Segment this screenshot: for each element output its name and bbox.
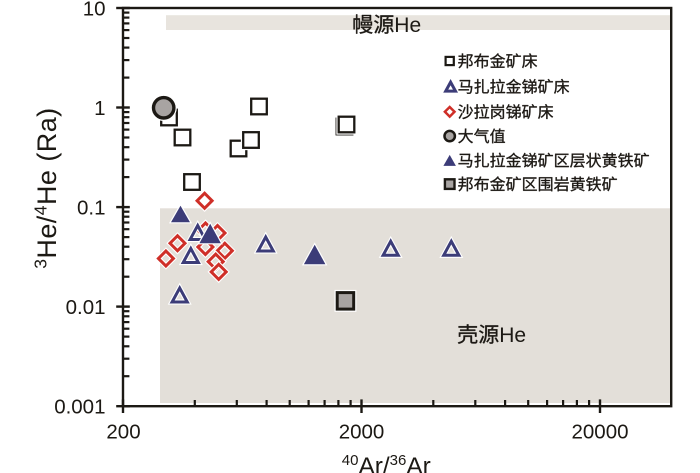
svg-text:2000: 2000 [339,421,385,444]
svg-text:10: 10 [83,0,106,21]
svg-text:200: 200 [106,421,140,444]
svg-text:1: 1 [94,97,105,120]
svg-text:He: He [499,324,526,347]
svg-text:He: He [394,14,421,37]
svg-text:40Ar/36Ar: 40Ar/36Ar [342,452,431,473]
svg-text:20000: 20000 [571,421,628,444]
svg-text:0.01: 0.01 [66,296,106,319]
svg-text:3He/4He (Ra): 3He/4He (Ra) [31,107,63,268]
svg-text:0.001: 0.001 [54,396,105,419]
svg-text:0.1: 0.1 [77,197,106,220]
